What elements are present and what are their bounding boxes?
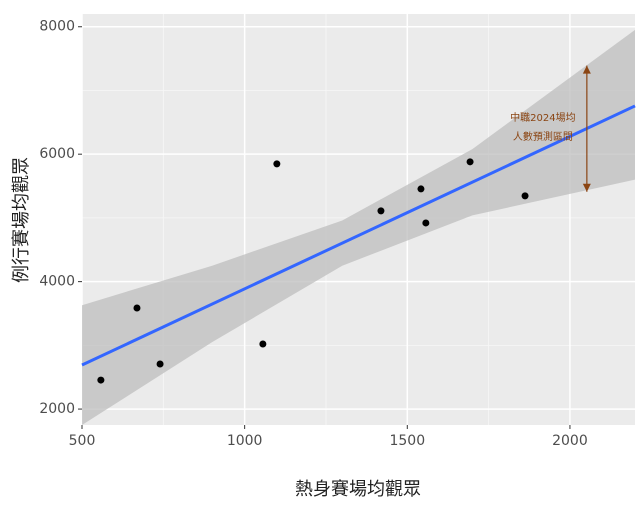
point [259, 340, 267, 348]
point [417, 185, 425, 193]
confidence-band [82, 29, 635, 425]
point [273, 160, 281, 168]
arrow-head [582, 183, 591, 192]
point [133, 304, 141, 312]
x-tick-label: 2000 [552, 433, 588, 449]
annotation-text: 中職2024場均 [510, 111, 575, 124]
y-tick-label: 8000 [39, 19, 75, 35]
point [466, 158, 474, 166]
point [377, 207, 385, 215]
y-tick-label: 2000 [39, 401, 75, 417]
point [156, 360, 164, 368]
y-tick-label: 4000 [39, 274, 75, 290]
x-tick-label: 1500 [389, 433, 425, 449]
arrow-head [582, 65, 591, 74]
point [521, 192, 529, 200]
x-axis-title: 熱身賽場均觀眾 [295, 478, 421, 500]
point [422, 219, 430, 227]
y-tick-label: 6000 [39, 146, 75, 162]
y-axis-title: 例行賽場均觀眾 [10, 157, 32, 283]
fit-line [81, 104, 636, 367]
x-tick-label: 1000 [227, 433, 263, 449]
x-tick-label: 500 [69, 433, 96, 449]
annotation-text: 人數預測區間 [513, 130, 573, 143]
point [97, 376, 105, 384]
